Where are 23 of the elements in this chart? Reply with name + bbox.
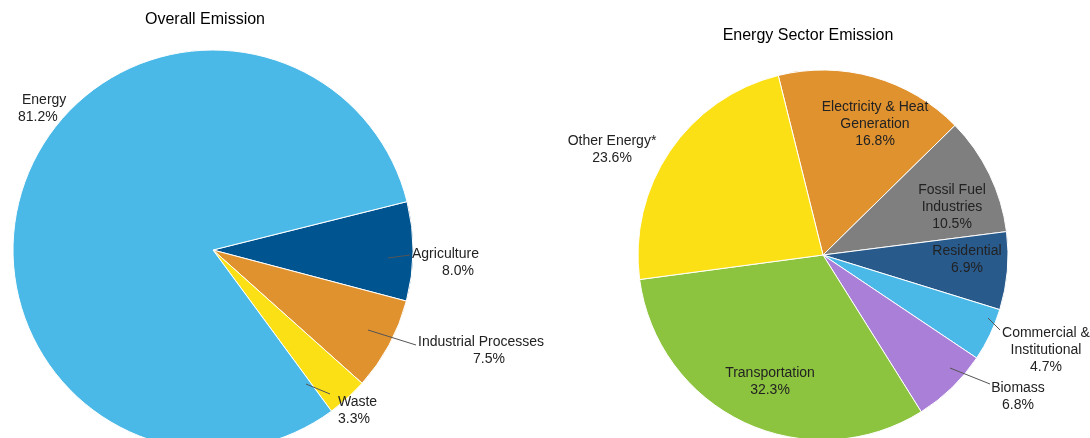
data-label: 6.8% xyxy=(1002,396,1034,412)
slice-label: Energy xyxy=(22,91,67,107)
data-label: 32.3% xyxy=(750,381,790,397)
data-label: 8.0% xyxy=(442,262,474,278)
slice-label: Industrial Processes xyxy=(418,333,545,349)
data-label: 16.8% xyxy=(855,132,895,148)
slice-label: Fossil Fuel Industries xyxy=(918,181,986,214)
slice-label: Biomass xyxy=(991,379,1045,395)
data-label: 81.2% xyxy=(18,108,58,124)
data-label: 7.5% xyxy=(473,350,505,366)
slice-label: Transportation xyxy=(725,364,815,380)
slice-label: Commercial & Institutional xyxy=(1002,324,1090,357)
data-label: 23.6% xyxy=(592,149,632,165)
data-label: 3.3% xyxy=(338,410,370,426)
data-label: 4.7% xyxy=(1030,358,1062,374)
chart-title: Overall Emission xyxy=(144,10,266,27)
chart-title: Energy Sector Emission xyxy=(722,26,894,43)
data-label: 6.9% xyxy=(951,259,983,275)
slice-label: Residential xyxy=(932,242,1002,258)
slice-label: Electricity & Heat Generation xyxy=(821,98,929,131)
slice-label: Agriculture xyxy=(412,245,480,261)
data-label: 10.5% xyxy=(932,215,972,231)
slice-label: Other Energy* xyxy=(567,132,657,148)
